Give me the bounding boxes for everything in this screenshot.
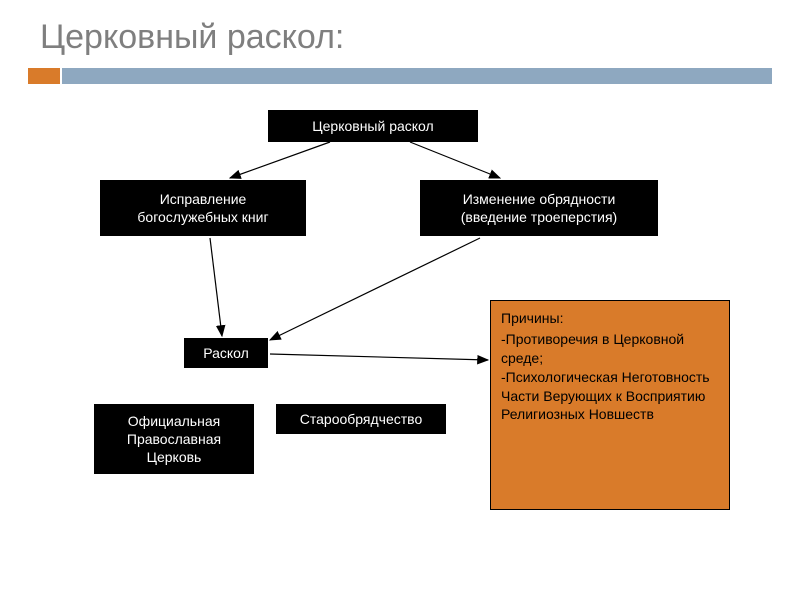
node-rites: Изменение обрядности (введение троеперст… xyxy=(420,180,658,236)
edge-root-to-books xyxy=(230,142,330,178)
reasons-item: -Психологическая Неготовность Части Веру… xyxy=(501,368,719,425)
edge-rites-to-split xyxy=(270,238,480,340)
band-accent-left xyxy=(28,68,60,84)
reasons-item: -Противоречия в Церковной среде; xyxy=(501,330,719,368)
edge-split-to-reasons xyxy=(270,354,488,360)
node-official: Официальная Православная Церковь xyxy=(94,404,254,474)
node-oldbelievers: Старообрядчество xyxy=(276,404,446,434)
page-title: Церковный раскол: xyxy=(40,18,344,57)
reasons-item-text: Противоречия в Церковной среде; xyxy=(501,331,684,366)
reasons-header: Причины: xyxy=(501,309,719,328)
arrow-lines xyxy=(210,142,500,360)
node-root: Церковный раскол xyxy=(268,110,478,142)
edge-root-to-rites xyxy=(410,142,500,178)
reasons-item-text: Психологическая Неготовность Части Верую… xyxy=(501,369,710,423)
node-split: Раскол xyxy=(184,338,268,368)
node-books: Исправление богослужебных книг xyxy=(100,180,306,236)
band-accent-right xyxy=(62,68,772,84)
slide: Церковный раскол: Церковный раскол Испра… xyxy=(0,0,800,600)
title-band xyxy=(28,68,772,84)
edge-books-to-split xyxy=(210,238,222,336)
reasons-panel: Причины: -Противоречия в Церковной среде… xyxy=(490,300,730,510)
